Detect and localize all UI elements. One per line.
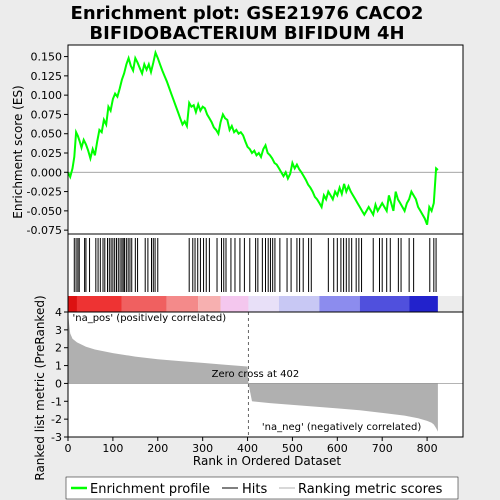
color-bar-segment — [68, 296, 77, 312]
hits-panel — [67, 233, 464, 313]
color-bar-segment — [220, 296, 249, 312]
metric-y-tick-label: 2 — [55, 342, 62, 355]
x-tick-label: 400 — [237, 442, 258, 455]
metric-y-tick-label: 4 — [55, 306, 62, 319]
color-bar-segment — [248, 296, 279, 312]
metric-y-tick-label: 3 — [55, 324, 62, 337]
legend-label-enrichment: Enrichment profile — [90, 482, 210, 497]
legend-box — [65, 476, 459, 500]
pos-correlated-label: 'na_pos' (positively correlated) — [72, 313, 226, 324]
es-y-tick-label: 0.150 — [31, 51, 63, 64]
es-y-tick-label: 0.100 — [31, 89, 63, 102]
neg-correlated-label: 'na_neg' (negatively correlated) — [262, 422, 421, 433]
es-y-tick-label: 0.075 — [31, 108, 63, 121]
x-tick-label: 600 — [327, 442, 348, 455]
color-bar-segment — [198, 296, 221, 312]
color-bar-segment — [166, 296, 199, 312]
es-y-tick-label: 0.050 — [31, 128, 63, 141]
es-y-tick-label: 0.125 — [31, 70, 63, 83]
color-bar-segment — [76, 296, 122, 312]
x-tick-label: 500 — [282, 442, 303, 455]
legend-label-hits: Hits — [242, 482, 267, 497]
color-bar-segment — [278, 296, 320, 312]
metric-y-tick-label: -2 — [51, 413, 62, 426]
color-bar-segment — [359, 296, 410, 312]
metric-y-tick-label: -3 — [51, 431, 62, 444]
metric-y-tick-label: 0 — [55, 377, 62, 390]
color-bar-segment — [319, 296, 360, 312]
x-tick-label: 0 — [65, 442, 72, 455]
es-axis-label: Enrichment score (ES) — [11, 85, 25, 218]
es-y-tick-label: 0.025 — [31, 147, 63, 160]
legend-label-metric: Ranking metric scores — [298, 482, 443, 497]
es-plot-area — [68, 45, 463, 234]
es-curve — [67, 49, 439, 226]
es-y-tick-label: -0.050 — [27, 205, 62, 218]
chart-title-line-2: BIFIDOBACTERIUM BIFIDUM 4H — [89, 23, 404, 44]
x-axis-label: Rank in Ordered Dataset — [193, 454, 341, 468]
es-y-tick-label: -0.025 — [27, 186, 62, 199]
x-tick-label: 100 — [102, 442, 123, 455]
color-bar-segment — [121, 296, 167, 312]
metric-axis-label: Ranked list metric (PreRanked) — [33, 295, 47, 480]
metric-y-tick-label: -1 — [51, 395, 62, 408]
chart-title-line-1: Enrichment plot: GSE21976 CACO2 — [71, 3, 424, 24]
es-y-tick-label: 0.000 — [31, 166, 63, 179]
legend: Enrichment profile Hits Ranking metric s… — [65, 476, 459, 500]
color-bar-segment — [409, 296, 438, 312]
es-y-tick-label: -0.075 — [27, 224, 62, 237]
x-tick-label: 200 — [147, 442, 168, 455]
x-tick-label: 700 — [372, 442, 393, 455]
metric-area — [68, 313, 438, 432]
zero-cross-label: Zero cross at 402 — [212, 369, 300, 380]
metric-plot-frame — [67, 311, 464, 438]
x-tick-label: 300 — [192, 442, 213, 455]
metric-y-tick-label: 1 — [55, 360, 62, 373]
es-panel: 0.150 0.125 0.100 0.075 0.050 0.025 0.000 -0.02… — [27, 44, 464, 237]
x-tick-label: 800 — [417, 442, 438, 455]
